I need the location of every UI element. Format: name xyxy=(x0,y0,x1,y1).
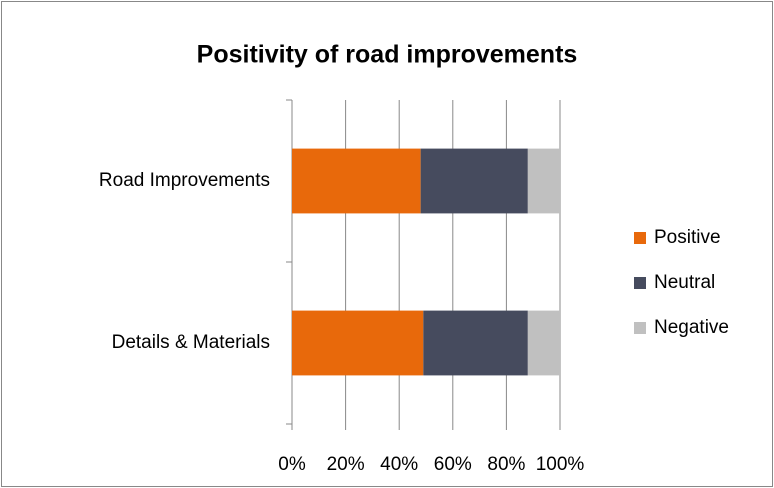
bar-segment xyxy=(423,310,528,376)
bar-segment xyxy=(292,310,424,376)
legend-swatch xyxy=(634,277,646,289)
bar-segment xyxy=(292,148,421,214)
legend-label: Neutral xyxy=(654,272,715,293)
bar-segment xyxy=(527,148,560,214)
chart-title: Positivity of road improvements xyxy=(197,41,578,69)
legend-swatch xyxy=(634,322,646,334)
x-tick-label: 100% xyxy=(536,454,585,475)
legend-label: Positive xyxy=(654,227,721,248)
legend-swatch xyxy=(634,232,646,244)
bar-segment xyxy=(527,310,560,376)
x-tick-label: 80% xyxy=(487,454,525,475)
x-tick-label: 20% xyxy=(327,454,365,475)
y-tick-label: Road Improvements xyxy=(99,170,270,191)
x-tick-label: 40% xyxy=(380,454,418,475)
legend-label: Negative xyxy=(654,317,729,338)
x-tick-label: 60% xyxy=(434,454,472,475)
bar-segment xyxy=(420,148,528,214)
x-tick-label: 0% xyxy=(278,454,306,475)
y-tick-label: Details & Materials xyxy=(112,332,270,353)
